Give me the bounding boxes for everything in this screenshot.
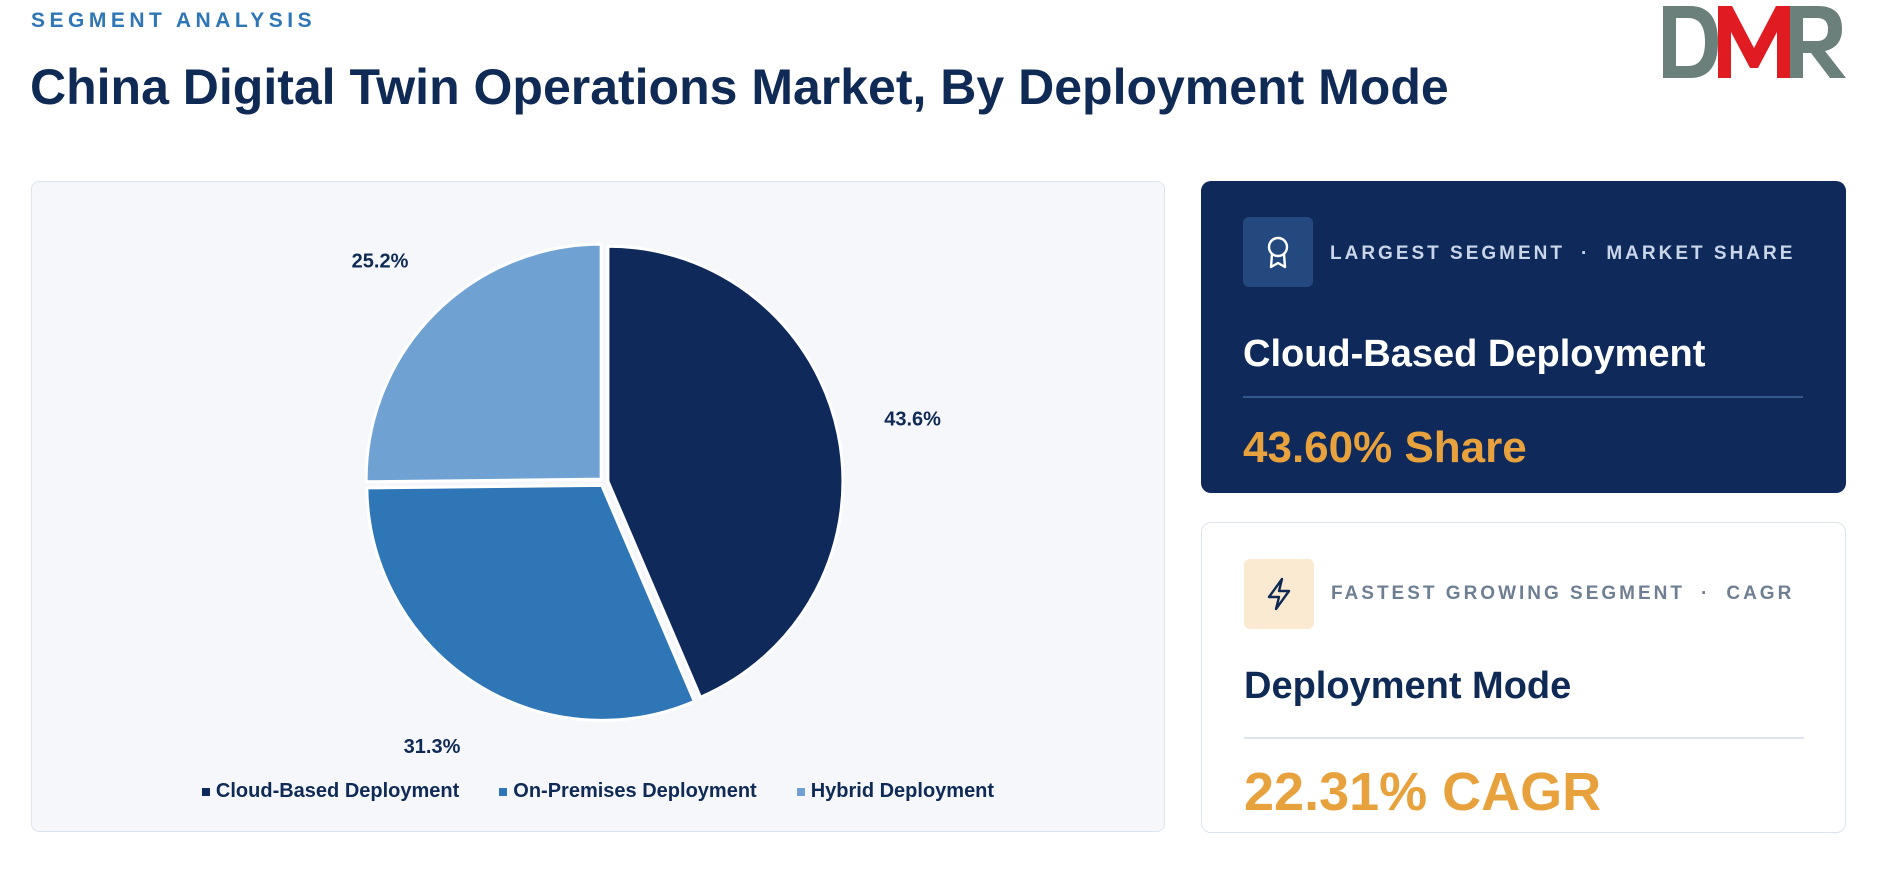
segment-metric: 43.60% Share bbox=[1243, 423, 1527, 472]
legend-swatch bbox=[796, 787, 805, 796]
legend-label: Hybrid Deployment bbox=[810, 780, 995, 802]
legend-label: Cloud-Based Deployment bbox=[215, 780, 460, 802]
card-kicker: LARGEST SEGMENT · MARKET SHARE bbox=[1330, 243, 1795, 265]
dmr-logo bbox=[1663, 6, 1846, 78]
pie-slice-label-1: 31.3% bbox=[404, 736, 461, 758]
section-eyebrow: SEGMENT ANALYSIS bbox=[31, 9, 317, 32]
divider bbox=[1244, 737, 1804, 739]
legend-item-1: On-Premises Deployment bbox=[499, 780, 757, 803]
pie-slice-label-2: 25.2% bbox=[352, 250, 409, 272]
segment-metric: 22.31% CAGR bbox=[1244, 762, 1602, 822]
pie-slice-label-0: 43.6% bbox=[884, 409, 941, 431]
divider bbox=[1243, 396, 1803, 398]
page-title: China Digital Twin Operations Market, By… bbox=[30, 59, 1449, 115]
legend-swatch bbox=[499, 787, 508, 796]
chart-legend: Cloud-Based Deployment On-Premises Deploy… bbox=[32, 780, 1164, 803]
kicker-segment: FASTEST GROWING SEGMENT bbox=[1331, 583, 1686, 604]
pie-chart: 43.6% 31.3% 25.2% bbox=[352, 242, 941, 758]
kicker-metric: CAGR bbox=[1726, 583, 1795, 604]
kicker-separator: · bbox=[1701, 583, 1711, 604]
legend-label: On-Premises Deployment bbox=[513, 780, 757, 802]
pie-slice-1 bbox=[365, 483, 697, 722]
legend-swatch bbox=[201, 787, 210, 796]
largest-segment-card: LARGEST SEGMENT · MARKET SHARE Cloud-Based… bbox=[1201, 181, 1846, 493]
pie-slice-2 bbox=[364, 242, 603, 484]
award-ribbon-icon bbox=[1243, 217, 1313, 287]
kicker-separator: · bbox=[1581, 243, 1591, 264]
segment-name: Cloud-Based Deployment bbox=[1243, 333, 1706, 375]
legend-item-0: Cloud-Based Deployment bbox=[201, 780, 460, 803]
kicker-metric: MARKET SHARE bbox=[1606, 243, 1796, 264]
pie-slice-0 bbox=[606, 244, 845, 700]
legend-item-2: Hybrid Deployment bbox=[796, 780, 995, 803]
segment-name: Deployment Mode bbox=[1244, 665, 1572, 707]
chart-panel: 43.6% 31.3% 25.2% Cloud-Based Deployment On… bbox=[31, 181, 1165, 832]
fastest-growing-card: FASTEST GROWING SEGMENT · CAGR Deployment … bbox=[1201, 522, 1846, 833]
lightning-bolt-icon bbox=[1244, 559, 1314, 629]
kicker-segment: LARGEST SEGMENT bbox=[1330, 243, 1566, 264]
card-kicker: FASTEST GROWING SEGMENT · CAGR bbox=[1331, 583, 1794, 605]
